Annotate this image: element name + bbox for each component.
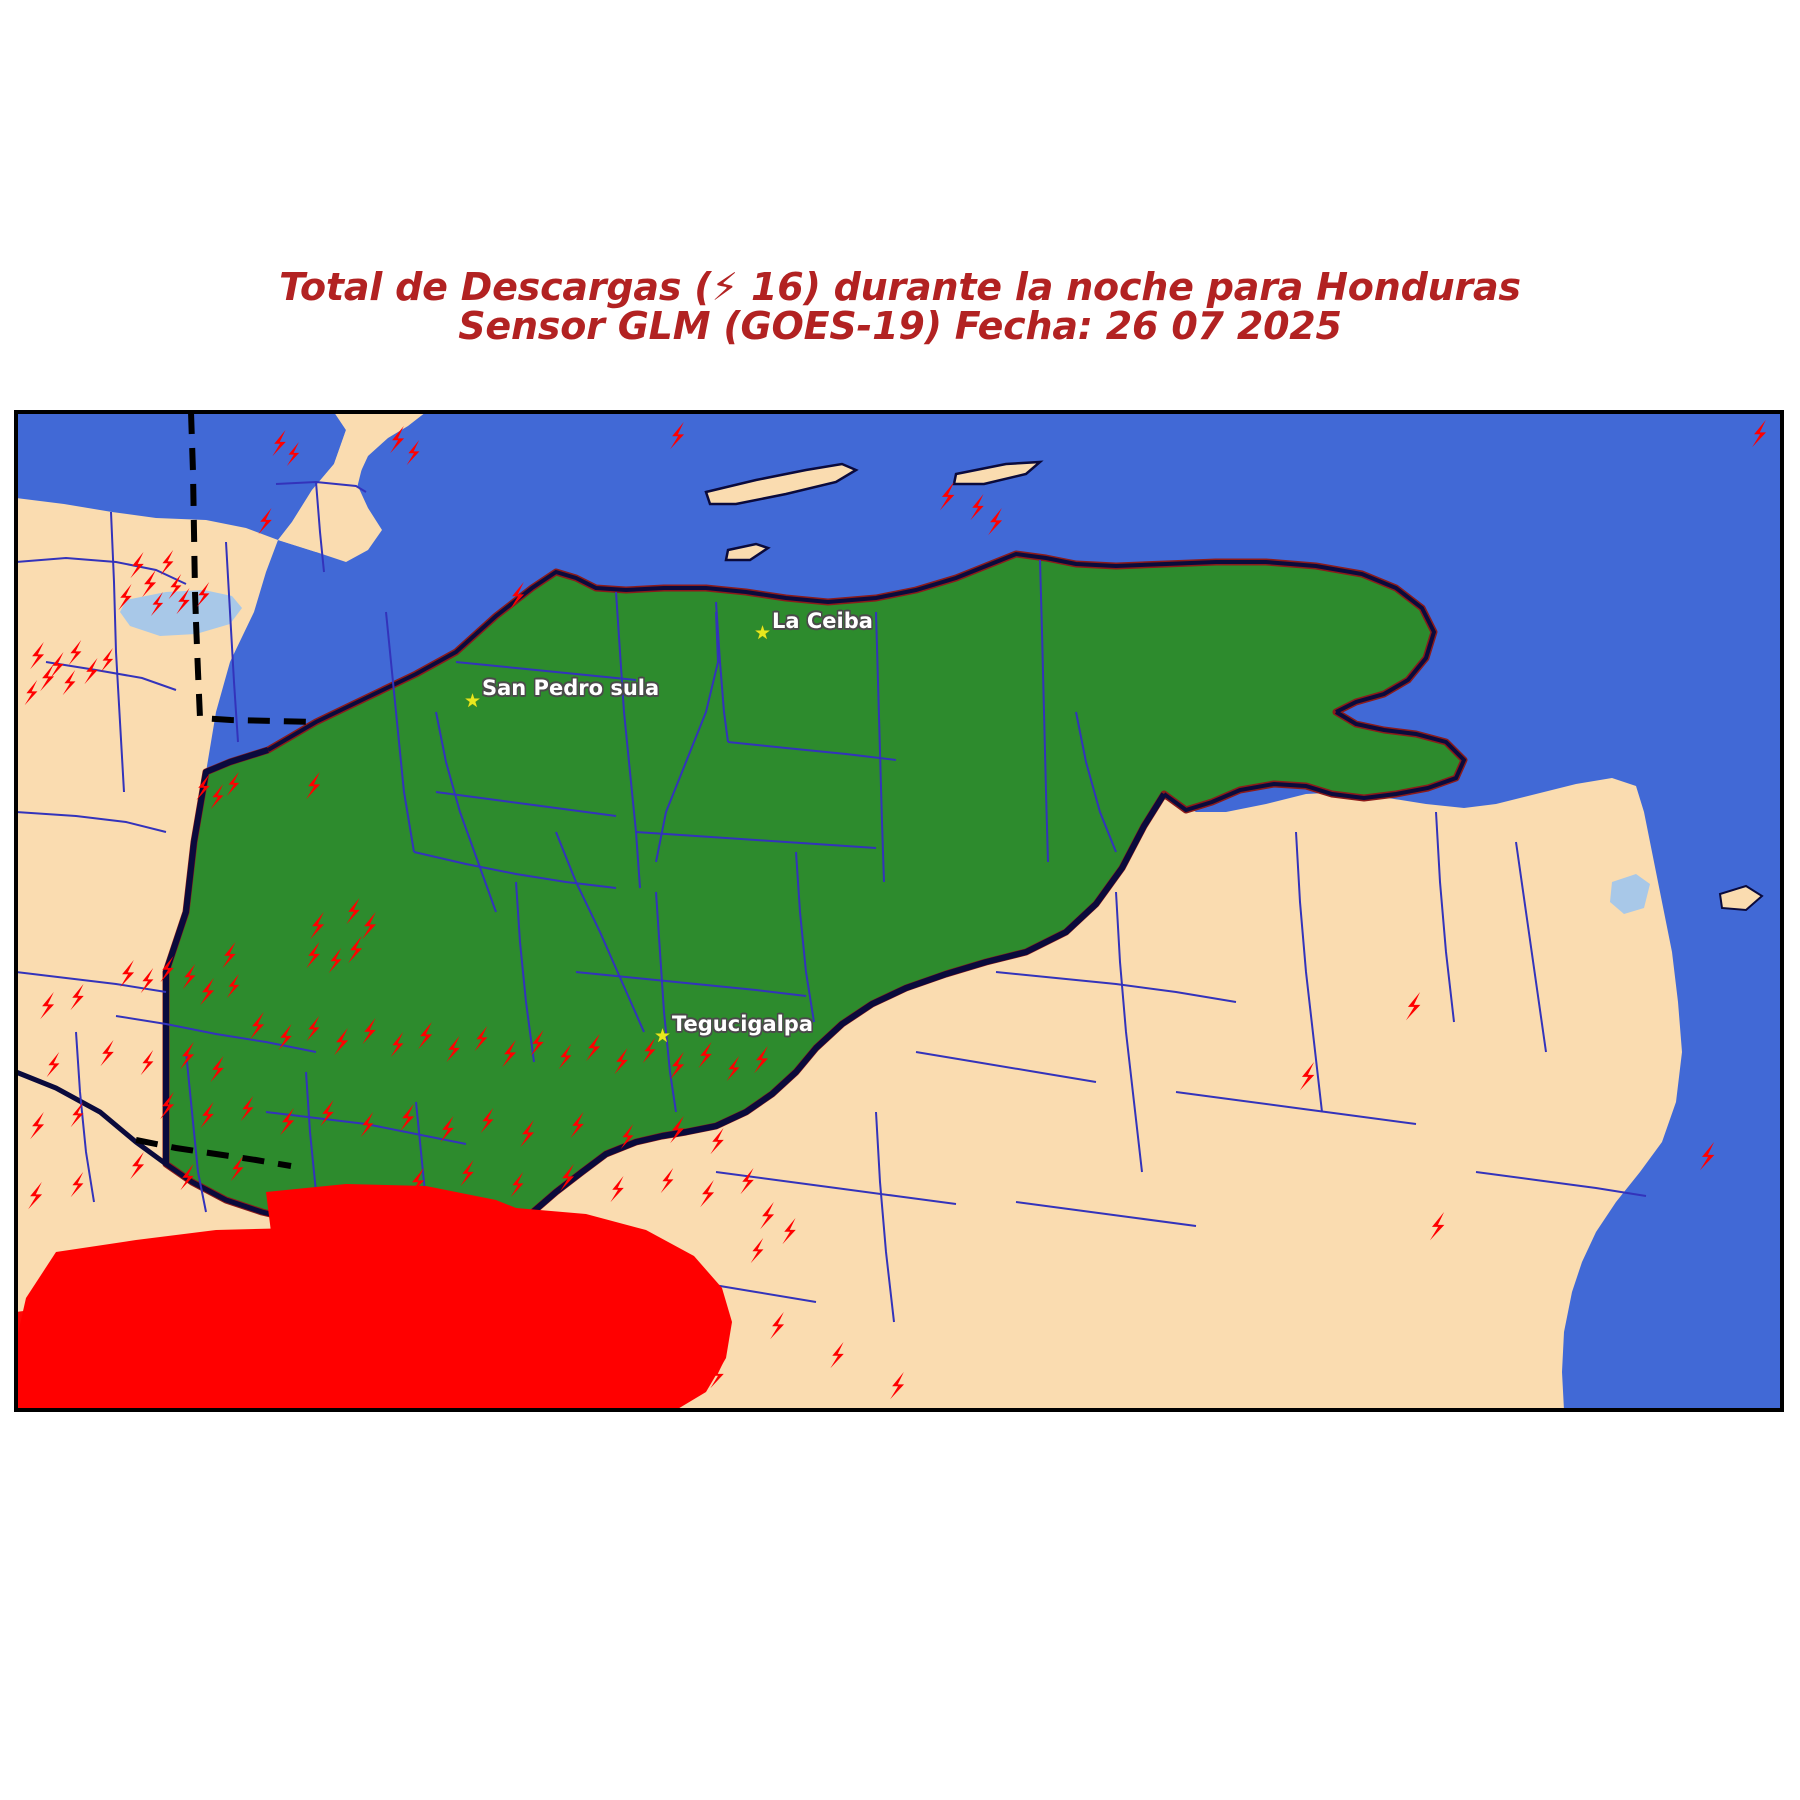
map-border-line (16, 412, 1782, 1410)
province-borders (16, 480, 1647, 1323)
strike-cluster-pacific (16, 1300, 446, 1410)
lake-izabal (120, 590, 242, 636)
lightning-strikes-layer (16, 420, 1767, 1410)
border-honduras-elsalvador (135, 1137, 292, 1169)
island-a (1718, 884, 1764, 912)
map-title: Total de Descargas (⚡ 16) durante la noc… (0, 268, 1800, 346)
honduras-east-coastline (1162, 710, 1467, 813)
border-guatemala-mexico (193, 621, 317, 725)
land-cay-3 (724, 542, 771, 562)
map-frame[interactable]: ★ La Ceiba ★ San Pedro sula ★ Tegucigalp… (14, 410, 1784, 1412)
land-nicaragua (496, 778, 1682, 1410)
honduras-border (493, 792, 1167, 1293)
title-line-2: Sensor GLM (GOES-19) Fecha: 26 07 2025 (458, 303, 1342, 348)
land-cay-2 (952, 460, 1044, 486)
land-cay-1 (704, 462, 859, 506)
border-guatemala-belize (188, 412, 199, 623)
honduras-north-coastline (266, 551, 1437, 752)
strike-cluster-east (446, 1208, 732, 1410)
title-line-1: Total de Descargas (⚡ 16) durante la noc… (279, 265, 1521, 309)
map-canvas[interactable] (16, 412, 1782, 1410)
lake-east (1610, 874, 1650, 914)
map-layers (16, 412, 1782, 1410)
honduras-border-west (163, 747, 269, 1164)
